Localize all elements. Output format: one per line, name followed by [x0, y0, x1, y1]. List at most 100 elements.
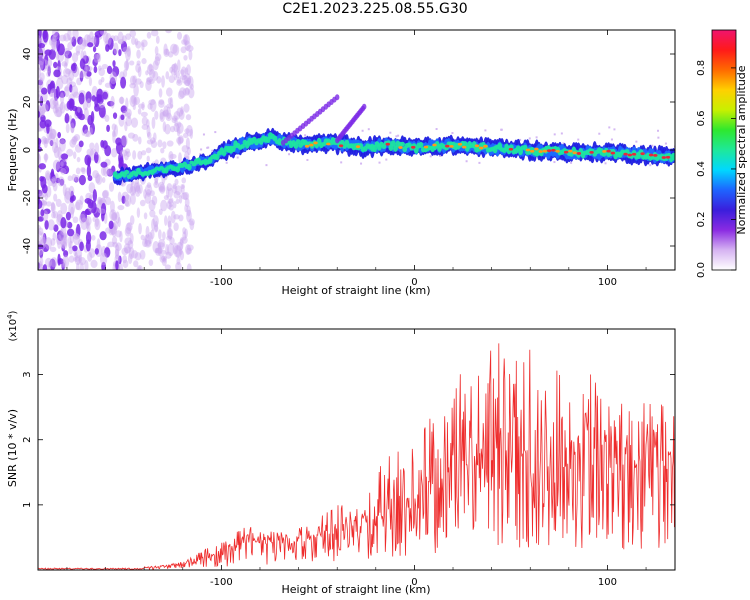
- noise-speck: [367, 128, 370, 131]
- noise-blob: [158, 100, 165, 108]
- noise-blob: [148, 99, 156, 106]
- noise-blob: [38, 195, 41, 205]
- noise-blob: [38, 224, 41, 231]
- noise-speck: [378, 161, 381, 164]
- noise-blob: [85, 208, 91, 215]
- noise-blob: [39, 72, 45, 82]
- noise-blob: [148, 63, 153, 72]
- colorbar-tick-label: 0.8: [696, 60, 707, 76]
- signal-core-spot: [546, 149, 552, 153]
- noise-blob: [126, 151, 131, 158]
- noise-blob: [185, 244, 191, 255]
- noise-blob: [124, 121, 128, 132]
- noise-blob: [44, 191, 49, 201]
- noise-blob: [67, 175, 73, 182]
- noise-blob: [93, 151, 99, 164]
- noise-blob: [111, 225, 117, 238]
- noise-blob: [153, 224, 159, 233]
- noise-blob: [118, 263, 124, 270]
- noise-blob: [133, 83, 139, 97]
- noise-speck: [519, 138, 522, 141]
- noise-blob: [86, 98, 92, 109]
- noise-blob: [114, 124, 118, 137]
- noise-blob: [145, 70, 149, 76]
- noise-blob: [53, 61, 58, 69]
- noise-blob: [85, 91, 92, 104]
- noise-blob: [124, 194, 132, 207]
- signal-core-spot: [631, 152, 637, 156]
- noise-blob: [109, 209, 117, 221]
- noise-blob: [58, 90, 66, 98]
- noise-blob: [180, 183, 186, 190]
- noise-blob: [156, 76, 162, 84]
- noise-blob: [51, 211, 56, 219]
- noise-blob: [67, 236, 72, 249]
- noise-blob: [57, 131, 62, 139]
- noise-blob: [132, 75, 138, 85]
- noise-blob: [149, 137, 156, 144]
- noise-blob: [159, 254, 166, 263]
- noise-blob: [164, 123, 171, 135]
- noise-blob: [115, 230, 122, 238]
- noise-blob: [176, 122, 184, 134]
- noise-blob: [130, 36, 136, 46]
- signal-band-2: [418, 141, 424, 148]
- noise-speck: [610, 138, 613, 141]
- noise-blob: [47, 65, 51, 77]
- noise-blob: [64, 86, 70, 92]
- noise-blob: [127, 253, 133, 265]
- noise-blob: [98, 79, 103, 86]
- noise-blob: [158, 238, 166, 250]
- noise-blob: [84, 63, 88, 76]
- noise-blob: [38, 90, 41, 98]
- noise-blob: [72, 151, 77, 160]
- noise-blob: [186, 64, 191, 76]
- noise-blob: [85, 217, 90, 230]
- noise-blob: [175, 261, 182, 270]
- noise-blob: [179, 237, 184, 246]
- noise-blob: [88, 77, 93, 87]
- noise-blob: [44, 153, 48, 163]
- noise-blob: [75, 167, 81, 175]
- noise-blob: [38, 244, 44, 250]
- noise-blob: [92, 216, 96, 223]
- noise-blob: [176, 77, 182, 84]
- noise-speck: [553, 161, 556, 164]
- noise-blob: [41, 135, 47, 145]
- noise-blob: [136, 265, 143, 270]
- noise-blob: [162, 231, 166, 241]
- noise-blob: [146, 31, 152, 39]
- noise-blob: [182, 231, 187, 241]
- signal-core-spot: [423, 145, 429, 149]
- noise-blob: [52, 232, 57, 241]
- noise-blob: [39, 58, 46, 71]
- noise-blob: [75, 199, 83, 211]
- noise-blob: [150, 140, 158, 148]
- noise-blob: [182, 87, 191, 96]
- noise-blob: [107, 241, 115, 248]
- noise-blob: [186, 77, 192, 85]
- noise-blob: [160, 249, 167, 255]
- snr-x-axis-label: Height of straight line (km): [281, 583, 430, 596]
- noise-blob: [39, 119, 47, 129]
- noise-blob: [165, 71, 170, 80]
- noise-blob: [93, 34, 100, 48]
- noise-blob: [72, 233, 80, 240]
- signal-band-2: [381, 144, 387, 150]
- noise-blob: [94, 30, 103, 38]
- noise-blob: [94, 218, 101, 231]
- noise-blob: [154, 177, 158, 186]
- noise-blob: [168, 151, 174, 162]
- noise-blob: [38, 163, 47, 170]
- noise-blob: [123, 151, 129, 161]
- snr-x-ticks: -100 0 100: [66, 329, 647, 588]
- noise-blob: [105, 33, 112, 47]
- noise-blob: [45, 201, 53, 207]
- noise-blob: [125, 48, 131, 61]
- signal-core-spot: [474, 144, 480, 148]
- noise-blob: [47, 219, 55, 231]
- y-tick-label: 2: [22, 437, 33, 443]
- noise-blob: [126, 222, 133, 232]
- noise-blob: [63, 62, 68, 69]
- noise-blob: [165, 48, 169, 56]
